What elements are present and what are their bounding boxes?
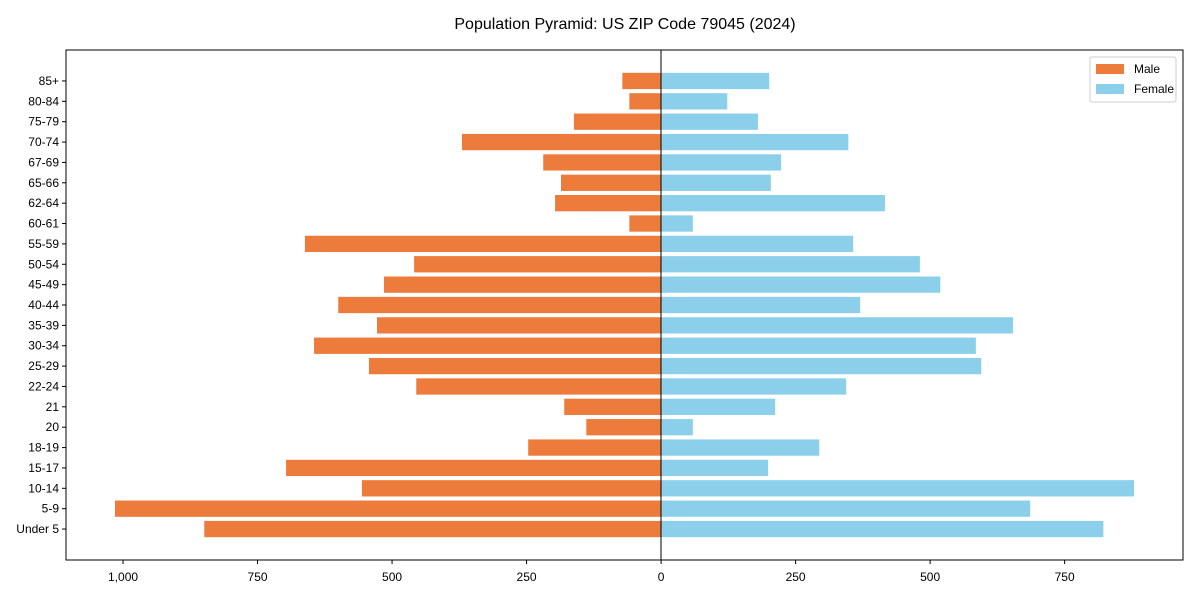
bar-female-20: [661, 419, 693, 436]
bar-male-70-74: [462, 133, 662, 151]
x-tick-label: 250: [517, 570, 537, 584]
legend: Male Female: [1089, 56, 1177, 103]
bar-male-10-14: [361, 480, 662, 497]
x-tick-label: 250: [786, 570, 806, 584]
chart-title: Population Pyramid: US ZIP Code 79045 (2…: [454, 16, 795, 33]
x-tick-label: 750: [1055, 570, 1075, 584]
y-tick-label: 60-61: [28, 217, 59, 231]
bar-female-65-66: [661, 174, 771, 191]
bar-male-5-9: [114, 500, 662, 517]
bar-female-75-79: [661, 113, 758, 130]
bar-female-45-49: [661, 276, 941, 293]
bar-female-under-5: [661, 520, 1104, 538]
bar-female-67-69: [661, 154, 782, 171]
bar-female-60-61: [661, 215, 693, 232]
bar-male-15-17: [286, 459, 662, 477]
legend-swatch-female: [1096, 84, 1124, 94]
bar-female-15-17: [661, 459, 769, 477]
x-tick-label: 1,000: [108, 570, 138, 584]
bar-female-62-64: [661, 195, 885, 212]
bar-female-55-59: [661, 235, 854, 253]
legend-swatch-male: [1096, 64, 1124, 74]
y-tick-label: 40-44: [28, 298, 59, 312]
y-tick-label: 50-54: [28, 257, 59, 271]
bar-male-65-66: [561, 174, 662, 191]
bar-male-45-49: [383, 276, 662, 293]
y-tick-label: 45-49: [28, 278, 59, 292]
bar-female-25-29: [661, 357, 982, 375]
y-tick-label: 85+: [39, 74, 59, 88]
bar-male-50-54: [414, 256, 662, 273]
y-tick-label: 22-24: [28, 379, 59, 393]
y-tick-label: 67-69: [28, 155, 59, 169]
x-tick-label: 0: [658, 570, 665, 584]
y-tick-label: 25-29: [28, 359, 59, 373]
bar-female-35-39: [661, 317, 1013, 334]
bar-female-22-24: [661, 378, 847, 395]
bar-female-5-9: [661, 500, 1031, 517]
y-tick-label: 20: [46, 420, 60, 434]
bar-male-55-59: [304, 235, 662, 253]
bar-male-40-44: [338, 296, 662, 314]
y-tick-label: 15-17: [28, 461, 59, 475]
bar-male-60-61: [629, 215, 662, 232]
bar-male-67-69: [543, 154, 662, 171]
x-tick-label: 500: [382, 570, 402, 584]
bar-male-30-34: [314, 337, 662, 354]
bar-female-50-54: [661, 256, 920, 273]
bar-female-30-34: [661, 337, 976, 354]
y-tick-label: 21: [46, 400, 60, 414]
bar-male-21: [564, 398, 662, 415]
y-tick-label: 18-19: [28, 441, 59, 455]
bar-female-21: [661, 398, 776, 415]
y-tick-label: 70-74: [28, 135, 59, 149]
y-tick-label: 55-59: [28, 237, 59, 251]
legend-label-male: Male: [1134, 62, 1160, 76]
bar-male-62-64: [555, 195, 662, 212]
y-tick-label: 65-66: [28, 176, 59, 190]
bar-male-20: [586, 419, 662, 436]
legend-label-female: Female: [1134, 82, 1174, 96]
bar-female-40-44: [661, 296, 861, 314]
bar-male-35-39: [376, 317, 662, 334]
bar-male-85+: [622, 72, 662, 90]
y-tick-label: 62-64: [28, 196, 59, 210]
bar-female-80-84: [661, 93, 728, 110]
y-tick-label: 80-84: [28, 94, 59, 108]
plot-frame: [65, 49, 1184, 561]
bar-female-10-14: [661, 480, 1135, 497]
bar-male-under-5: [204, 520, 662, 538]
bar-female-85+: [661, 72, 770, 90]
bar-female-18-19: [661, 439, 820, 456]
bar-male-75-79: [573, 113, 662, 130]
bar-female-70-74: [661, 133, 849, 151]
y-tick-label: 75-79: [28, 115, 59, 129]
bar-male-18-19: [528, 439, 662, 456]
bar-male-80-84: [629, 93, 662, 110]
y-tick-label: 10-14: [28, 481, 59, 495]
x-tick-label: 750: [248, 570, 268, 584]
x-tick-label: 500: [920, 570, 940, 584]
bar-male-22-24: [416, 378, 662, 395]
y-tick-label: Under 5: [16, 522, 59, 536]
y-tick-label: 5-9: [42, 502, 60, 516]
y-tick-label: 35-39: [28, 318, 59, 332]
y-tick-label: 30-34: [28, 339, 59, 353]
bar-male-25-29: [368, 357, 662, 375]
